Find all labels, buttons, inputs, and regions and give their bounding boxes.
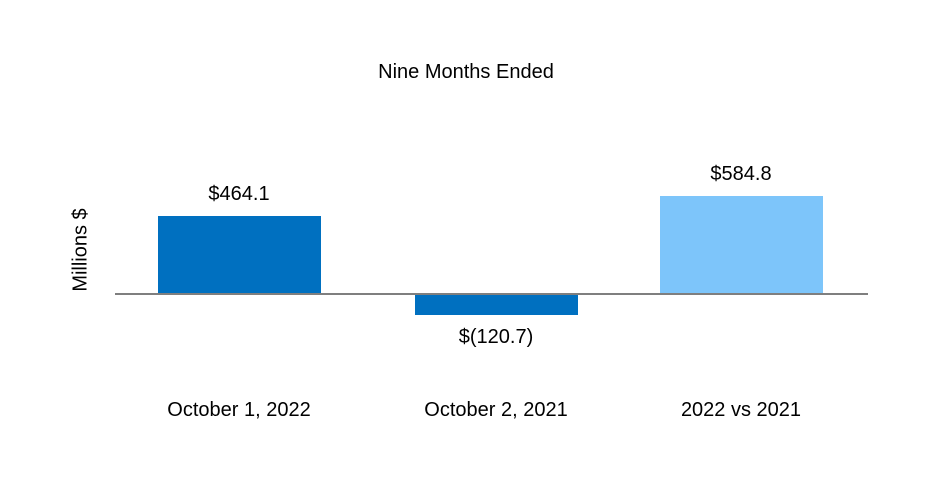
bar-value-label: $464.1 xyxy=(208,183,270,205)
x-axis-category-label: October 1, 2022 xyxy=(167,399,311,421)
y-axis-label: Millions $ xyxy=(69,208,92,292)
x-axis-line xyxy=(115,293,868,295)
bar-2022-vs-2021 xyxy=(659,196,823,293)
bar-oct-2021 xyxy=(414,295,578,315)
bar-oct-2022 xyxy=(157,216,321,293)
x-axis-category-label: October 2, 2021 xyxy=(424,399,568,421)
bar-value-label: $584.8 xyxy=(710,163,772,185)
chart-title: Nine Months Ended xyxy=(378,61,554,83)
bar-value-label: $(120.7) xyxy=(458,326,534,348)
x-axis-category-label: 2022 vs 2021 xyxy=(680,399,802,421)
